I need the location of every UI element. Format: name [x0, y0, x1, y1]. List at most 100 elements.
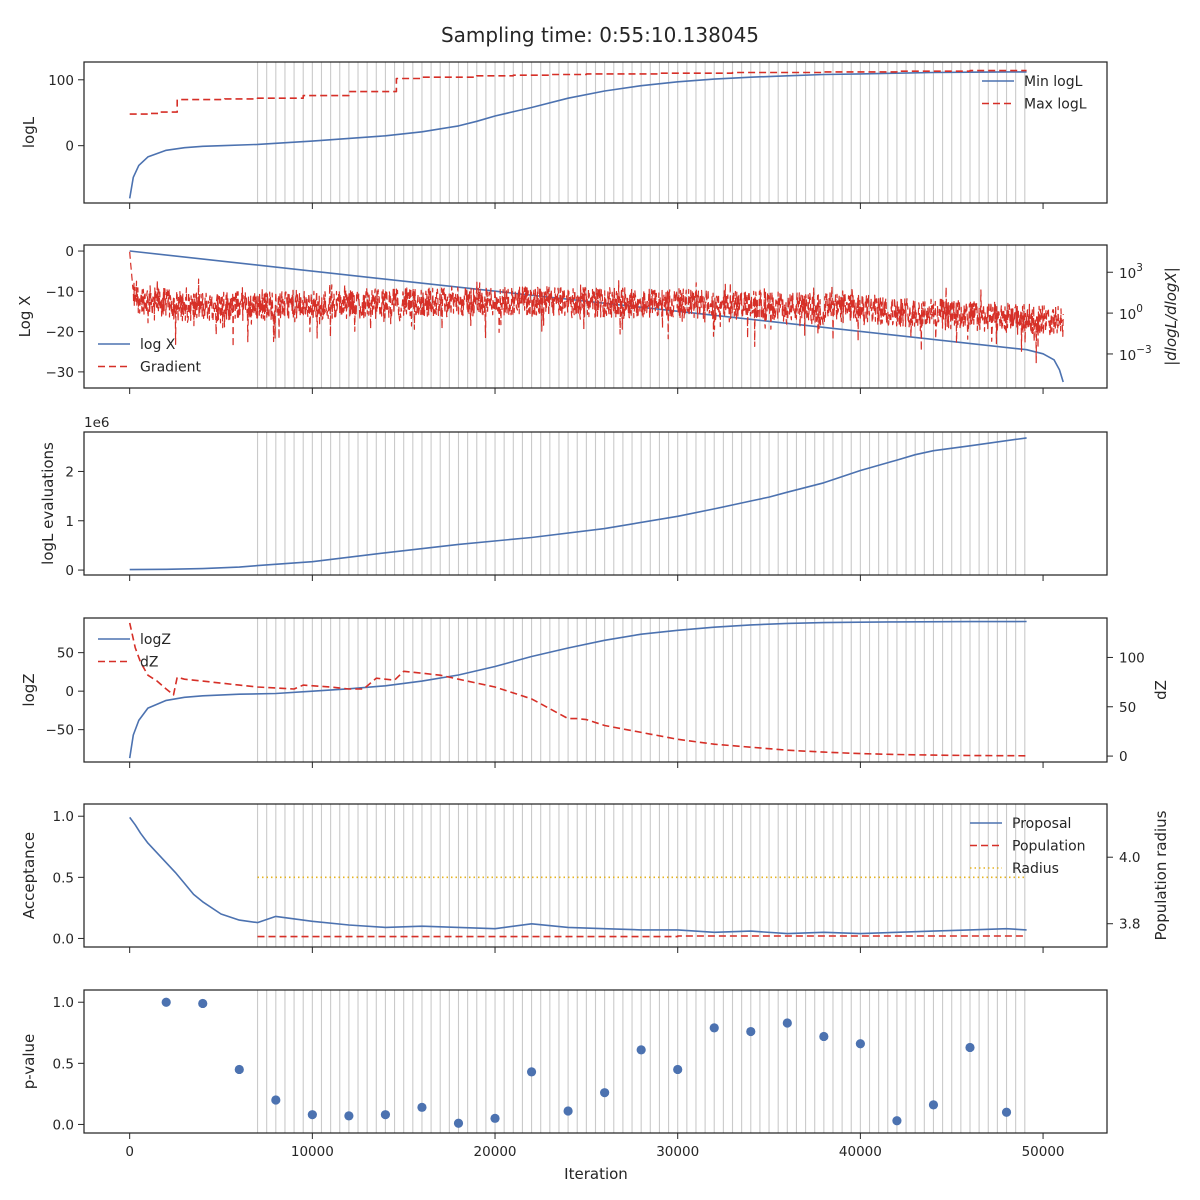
panel-pvalue: 0 10000 20000 30000 40000 50000 0.0 0.5 1.0 p-val…	[20, 989, 1108, 1160]
y-axis-label: Log X	[16, 296, 34, 338]
series-logz	[128, 620, 1027, 759]
data-point	[563, 1106, 573, 1116]
series-proposal	[129, 816, 1027, 935]
y-tick-label: 0	[65, 139, 74, 155]
data-point	[782, 1018, 792, 1028]
plot-area	[129, 432, 1027, 575]
y-axis-label: logL	[20, 116, 38, 148]
series-dz	[128, 622, 1027, 757]
data-point	[307, 1110, 317, 1120]
vertical-markers	[256, 432, 1026, 575]
series-max-logl	[129, 69, 1027, 115]
y-tick-label: −20	[46, 325, 75, 341]
data-point	[965, 1042, 975, 1053]
y2-tick-label: 4.0	[1119, 850, 1140, 866]
data-point	[892, 1116, 902, 1126]
data-point	[819, 1031, 829, 1042]
plot-area	[128, 62, 1027, 203]
y-tick-label: 1.0	[53, 809, 74, 825]
legend-label: Min logL	[1024, 74, 1083, 90]
y-tick-label: 0.0	[53, 1117, 74, 1133]
series-min-logl	[128, 71, 1027, 199]
data-point	[636, 1045, 646, 1055]
vertical-markers	[256, 618, 1026, 762]
panel-acceptance: 0.0 0.5 1.0 Acceptance 3.8 4.0 Population radi…	[20, 803, 1170, 953]
y2-axis-label: |dlogL/dlogX|	[1162, 267, 1180, 366]
y2-tick-label: 3.8	[1119, 917, 1140, 933]
data-point	[161, 997, 171, 1007]
y-tick-label: 50	[57, 646, 74, 662]
series-population	[257, 935, 1027, 938]
data-point	[380, 1110, 391, 1120]
series-gradient	[129, 251, 1064, 364]
legend: logZ dZ	[98, 632, 171, 671]
axes-frame	[83, 61, 1108, 204]
y-tick-label: 0	[65, 563, 74, 579]
x-tick-label: 10000	[291, 1144, 334, 1160]
plot-area	[128, 618, 1027, 762]
legend-label: Population	[1012, 839, 1086, 855]
legend-label: logZ	[140, 632, 171, 648]
data-point	[453, 1118, 464, 1128]
y-tick-label: 0.0	[53, 931, 74, 947]
y-tick-label: 100	[48, 73, 74, 89]
legend: log X Gradient	[98, 337, 201, 376]
data-point	[198, 998, 208, 1009]
figure-title: Sampling time: 0:55:10.138045	[441, 23, 759, 47]
data-point	[709, 1023, 719, 1033]
y2-tick-label: 103	[1119, 262, 1143, 282]
plot-area	[161, 990, 1026, 1133]
y-axis-label: logZ	[20, 673, 38, 706]
data-point	[673, 1064, 683, 1075]
panel-logz: 50 0 −50 logZ 100 50 0 dZ logZ dZ	[20, 617, 1170, 768]
data-point	[490, 1113, 500, 1123]
y-tick-label: 0	[65, 684, 74, 700]
axes-frame	[83, 431, 1108, 576]
axes-frame	[83, 617, 1108, 763]
legend-label: Radius	[1012, 861, 1059, 877]
panel-evaluations: 0 1 2 logL evaluations 1e6	[39, 415, 1108, 581]
y-offset-text: 1e6	[84, 415, 109, 431]
vertical-markers	[256, 245, 1026, 388]
y2-tick-label: 100	[1119, 303, 1143, 323]
data-point	[746, 1026, 756, 1037]
data-point	[600, 1088, 610, 1098]
data-point	[1001, 1107, 1012, 1117]
vertical-markers	[256, 804, 1026, 947]
panel-logx: 0 −10 −20 −30 Log X 103 100 10−3 |dlogL/dlogX| lo…	[16, 244, 1180, 394]
data-point	[271, 1095, 281, 1105]
x-tick-label: 50000	[1022, 1144, 1065, 1160]
plot-area	[129, 245, 1064, 388]
legend-label: Max logL	[1024, 97, 1087, 113]
legend-label: dZ	[140, 655, 158, 671]
y-axis-label: logL evaluations	[39, 442, 57, 565]
axes-frame	[83, 244, 1108, 389]
y2-axis-label: dZ	[1152, 680, 1170, 700]
y-tick-label: 1	[65, 514, 74, 530]
y2-axis-label: Population radius	[1152, 810, 1170, 940]
y-tick-label: −10	[46, 284, 75, 300]
legend-label: log X	[140, 337, 176, 353]
vertical-markers	[256, 62, 1026, 203]
y-tick-label: 0.5	[53, 1056, 74, 1072]
y2-tick-label: 0	[1119, 749, 1128, 765]
y-axis-label: Acceptance	[20, 832, 38, 919]
vertical-markers	[256, 990, 1026, 1133]
legend-label: Gradient	[140, 360, 201, 376]
panel-logl: 0 100 logL Min logL Max logL	[20, 61, 1108, 209]
x-tick-label: 20000	[474, 1144, 517, 1160]
data-point	[344, 1111, 354, 1121]
data-point	[526, 1067, 537, 1077]
data-point	[234, 1064, 244, 1075]
plot-area	[129, 804, 1027, 947]
y2-tick-label: 100	[1119, 650, 1145, 666]
y-axis-label: p-value	[20, 1034, 38, 1090]
y-tick-label: −50	[46, 723, 75, 739]
data-point	[928, 1100, 939, 1110]
x-axis-label: Iteration	[564, 1165, 628, 1183]
legend: Min logL Max logL	[982, 74, 1087, 113]
axes-frame	[83, 803, 1108, 948]
x-tick-label: 0	[125, 1144, 134, 1160]
legend-label: Proposal	[1012, 816, 1071, 832]
